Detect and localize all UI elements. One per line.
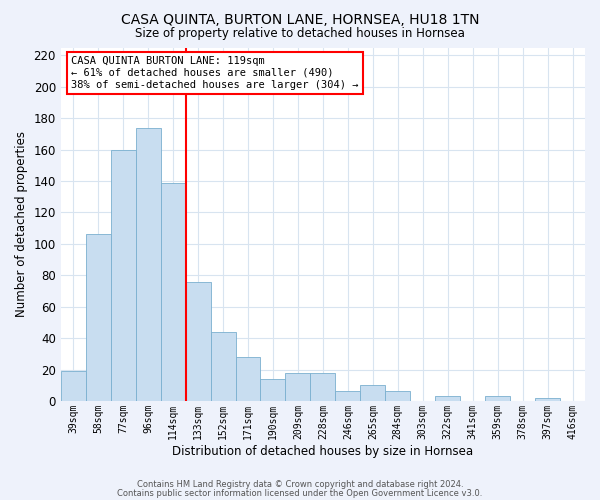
Y-axis label: Number of detached properties: Number of detached properties — [15, 131, 28, 317]
Bar — [260, 379, 286, 401]
Text: CASA QUINTA BURTON LANE: 119sqm
← 61% of detached houses are smaller (490)
38% o: CASA QUINTA BURTON LANE: 119sqm ← 61% of… — [71, 56, 359, 90]
Text: Size of property relative to detached houses in Hornsea: Size of property relative to detached ho… — [135, 28, 465, 40]
Bar — [435, 396, 460, 401]
X-axis label: Distribution of detached houses by size in Hornsea: Distribution of detached houses by size … — [172, 444, 473, 458]
Bar — [86, 234, 111, 401]
Bar — [161, 182, 185, 401]
Bar — [335, 392, 361, 401]
Bar — [385, 392, 410, 401]
Bar — [136, 128, 161, 401]
Bar — [236, 357, 260, 401]
Bar — [185, 282, 211, 401]
Bar — [535, 398, 560, 401]
Bar — [361, 385, 385, 401]
Bar — [310, 372, 335, 401]
Bar — [211, 332, 236, 401]
Text: CASA QUINTA, BURTON LANE, HORNSEA, HU18 1TN: CASA QUINTA, BURTON LANE, HORNSEA, HU18 … — [121, 12, 479, 26]
Text: Contains public sector information licensed under the Open Government Licence v3: Contains public sector information licen… — [118, 488, 482, 498]
Text: Contains HM Land Registry data © Crown copyright and database right 2024.: Contains HM Land Registry data © Crown c… — [137, 480, 463, 489]
Bar — [286, 372, 310, 401]
Bar — [111, 150, 136, 401]
Bar — [61, 371, 86, 401]
Bar — [485, 396, 510, 401]
